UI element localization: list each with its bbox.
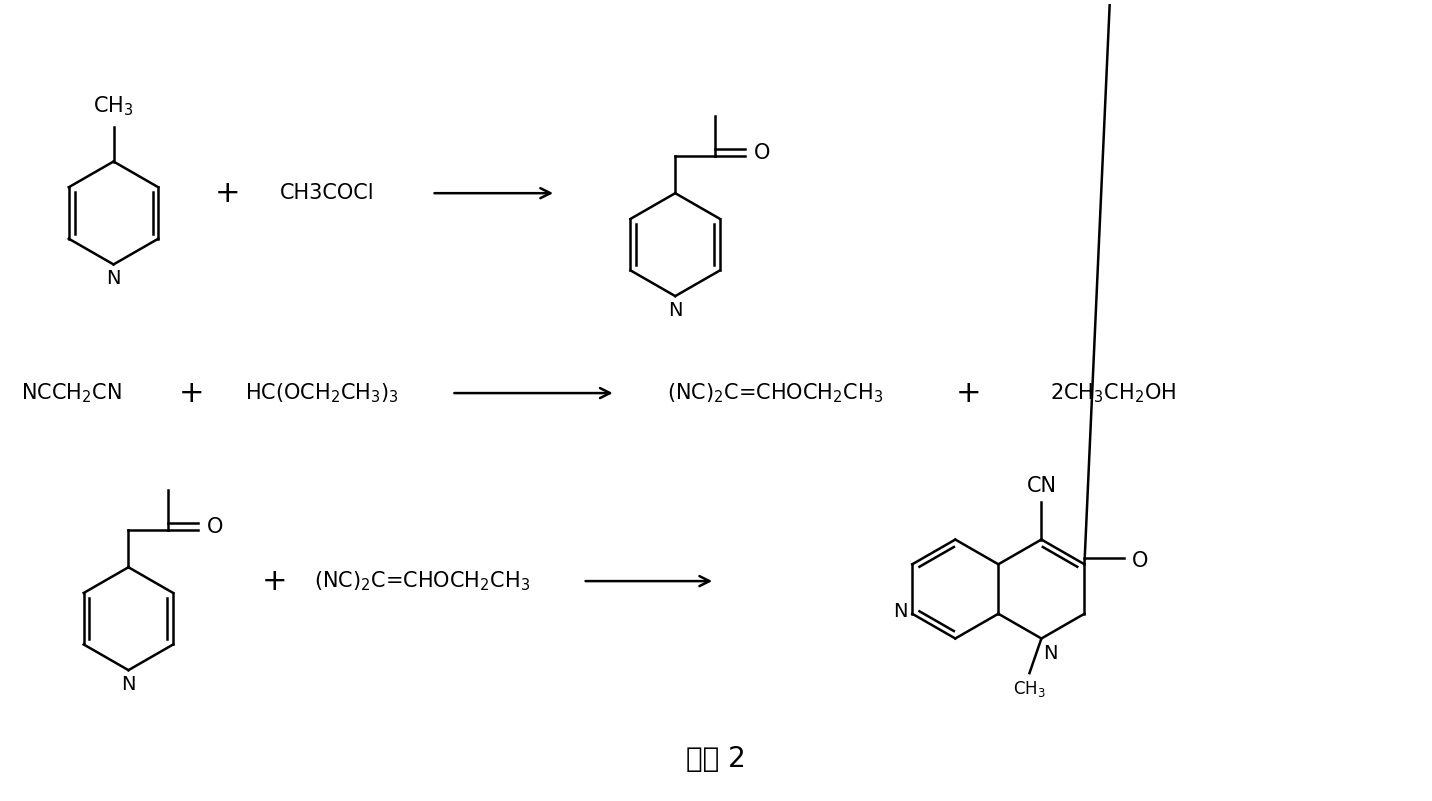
Text: N: N [1044, 645, 1058, 663]
Text: HC(OCH$_2$CH$_3$)$_3$: HC(OCH$_2$CH$_3$)$_3$ [245, 381, 400, 405]
Text: +: + [262, 566, 288, 596]
Text: (NC)$_2$C=CHOCH$_2$CH$_3$: (NC)$_2$C=CHOCH$_2$CH$_3$ [314, 570, 530, 593]
Text: +: + [178, 379, 203, 408]
Text: O: O [1133, 551, 1148, 571]
Text: N: N [892, 602, 908, 622]
Text: +: + [215, 179, 241, 207]
Text: CH3COCl: CH3COCl [281, 183, 375, 203]
Text: O: O [208, 517, 223, 537]
Text: NCCH$_2$CN: NCCH$_2$CN [21, 381, 122, 405]
Text: 路线 2: 路线 2 [686, 745, 746, 773]
Text: N: N [667, 301, 683, 320]
Text: 2CH$_3$CH$_2$OH: 2CH$_3$CH$_2$OH [1050, 381, 1176, 405]
Text: N: N [106, 269, 120, 288]
Text: CH$_3$: CH$_3$ [1012, 679, 1045, 699]
Text: (NC)$_2$C=CHOCH$_2$CH$_3$: (NC)$_2$C=CHOCH$_2$CH$_3$ [666, 381, 882, 405]
Text: O: O [753, 143, 770, 163]
Text: +: + [955, 379, 981, 408]
Text: CN: CN [1027, 476, 1057, 496]
Text: N: N [122, 675, 136, 694]
Text: CH$_3$: CH$_3$ [93, 95, 133, 118]
